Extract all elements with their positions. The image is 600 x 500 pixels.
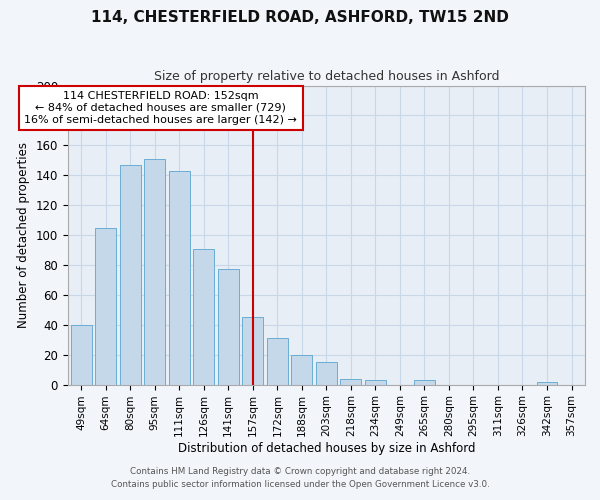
Bar bbox=[267, 338, 288, 384]
Bar bbox=[316, 362, 337, 384]
Text: 114, CHESTERFIELD ROAD, ASHFORD, TW15 2ND: 114, CHESTERFIELD ROAD, ASHFORD, TW15 2N… bbox=[91, 10, 509, 25]
Bar bbox=[193, 248, 214, 384]
Title: Size of property relative to detached houses in Ashford: Size of property relative to detached ho… bbox=[154, 70, 499, 83]
X-axis label: Distribution of detached houses by size in Ashford: Distribution of detached houses by size … bbox=[178, 442, 475, 455]
Text: Contains HM Land Registry data © Crown copyright and database right 2024.
Contai: Contains HM Land Registry data © Crown c… bbox=[110, 468, 490, 489]
Bar bbox=[242, 318, 263, 384]
Bar bbox=[169, 171, 190, 384]
Text: 114 CHESTERFIELD ROAD: 152sqm
← 84% of detached houses are smaller (729)
16% of : 114 CHESTERFIELD ROAD: 152sqm ← 84% of d… bbox=[25, 92, 297, 124]
Bar bbox=[71, 325, 92, 384]
Bar bbox=[292, 354, 312, 384]
Bar bbox=[536, 382, 557, 384]
Bar bbox=[340, 378, 361, 384]
Bar bbox=[95, 228, 116, 384]
Bar bbox=[218, 270, 239, 384]
Bar bbox=[120, 165, 140, 384]
Bar bbox=[365, 380, 386, 384]
Bar bbox=[414, 380, 435, 384]
Y-axis label: Number of detached properties: Number of detached properties bbox=[17, 142, 30, 328]
Bar bbox=[145, 159, 165, 384]
